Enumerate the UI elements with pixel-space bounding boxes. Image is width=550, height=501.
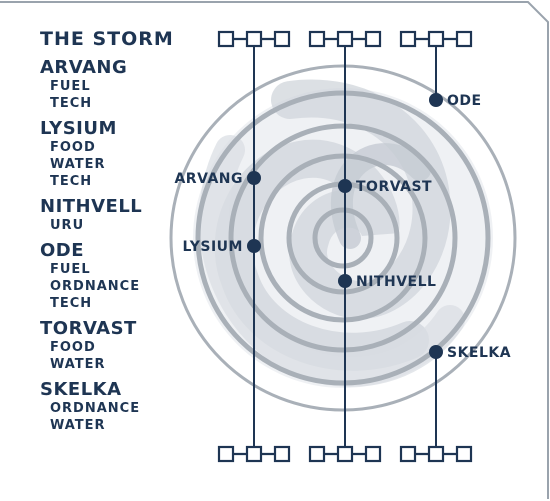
legend-faction-name: ARVANG [40, 57, 128, 78]
legend-resource: WATER [50, 357, 106, 372]
node-skelka[interactable]: SKELKA [429, 345, 511, 361]
legend-resource: TECH [50, 296, 93, 311]
node-ode[interactable]: ODE [429, 93, 482, 109]
legend-group-ode: ODE FUEL ORDNANCE TECH [40, 241, 190, 312]
connector-row-bottom [217, 445, 473, 463]
legend-resource: WATER [50, 418, 106, 433]
legend-resource: FUEL [50, 262, 91, 277]
node-label: ARVANG [174, 171, 243, 187]
legend-group-torvast: TORVAST FOOD WATER [40, 319, 190, 373]
faction-legend: THE STORM ARVANG FUEL TECH LYSIUM FOOD W… [40, 28, 190, 441]
connector-top-3 [399, 30, 473, 48]
legend-faction-name: NITHVELL [40, 196, 143, 217]
legend-resource: TECH [50, 174, 93, 189]
legend-group-lysium: LYSIUM FOOD WATER TECH [40, 119, 190, 190]
node-label: ODE [447, 93, 482, 109]
connector-bottom-2 [308, 445, 382, 463]
storm-swirl [193, 79, 493, 388]
legend-resource: ORDNANCE [50, 401, 141, 416]
connector-bottom-1 [217, 445, 291, 463]
legend-resource: FOOD [50, 340, 96, 355]
connector-row-top [217, 30, 473, 48]
connector-top-2 [308, 30, 382, 48]
legend-resource: ORDNANCE [50, 279, 141, 294]
legend-resource: URU [50, 218, 85, 233]
node-torvast[interactable]: TORVAST [338, 179, 432, 195]
storm-rings [169, 64, 517, 412]
node-label: TORVAST [356, 179, 432, 195]
node-label: LYSIUM [183, 239, 243, 255]
node-label: NITHVELL [356, 274, 436, 290]
legend-faction-name: ODE [40, 240, 85, 261]
connector-bottom-3 [399, 445, 473, 463]
node-lysium[interactable]: LYSIUM [183, 239, 261, 255]
legend-resource: FUEL [50, 79, 91, 94]
legend-group-nithvell: NITHVELL URU [40, 197, 190, 234]
legend-title: THE STORM [40, 28, 174, 50]
legend-group-arvang: ARVANG FUEL TECH [40, 58, 190, 112]
legend-resource: FOOD [50, 140, 96, 155]
legend-group-skelka: SKELKA ORDNANCE WATER [40, 380, 190, 434]
legend-faction-name: SKELKA [40, 379, 122, 400]
connector-top-1 [217, 30, 291, 48]
legend-resource: TECH [50, 96, 93, 111]
legend-faction-name: TORVAST [40, 318, 137, 339]
legend-faction-name: LYSIUM [40, 118, 117, 139]
node-arvang[interactable]: ARVANG [174, 171, 261, 187]
legend-resource: WATER [50, 157, 106, 172]
node-nithvell[interactable]: NITHVELL [338, 274, 436, 290]
node-label: SKELKA [447, 345, 511, 361]
